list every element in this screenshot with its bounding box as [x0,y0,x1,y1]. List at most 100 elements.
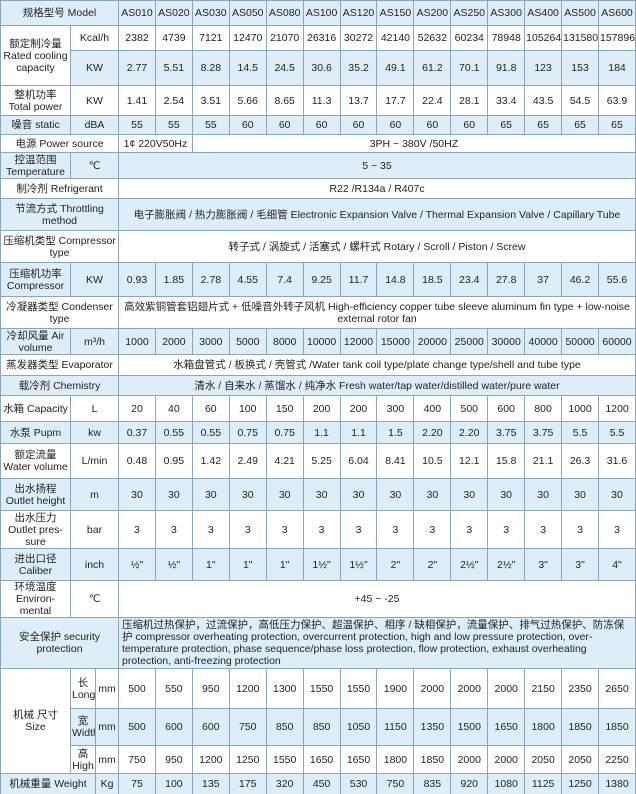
value-cell: 63.9 [598,85,636,116]
value-cell: 1850 [598,708,636,746]
table-row: 压缩机类型 Compressor type 转子式 / 涡旋式 / 活塞式 / 螺… [0,230,636,263]
row-label: 机械重量 Weight [0,773,96,794]
table-row: 冷凝器类型 Condenser type 高效紫铜管套铝翅片式 + 低噪音外转子风… [0,296,636,329]
value-cell: 600 [154,708,193,746]
value-cell: 300 [376,395,415,422]
value-cell: 11.7 [339,262,378,297]
value-cell: 5.5 [598,421,636,444]
value-cell: 3" [524,548,563,581]
value-cell: 200 [339,395,378,422]
value-cell: 24.5 [265,50,304,86]
value-cell: 5.25 [302,443,341,479]
value-cell: 0.55 [154,421,193,444]
unit-cell: L/min [69,443,120,479]
value-cell: 800 [524,395,563,422]
value-cell: 400 [413,395,452,422]
model-header-cell: AS250 [450,0,489,26]
value-cell: 42140 [376,25,415,51]
value-cell: 1380 [598,773,636,794]
value-cell: 35.2 [339,50,378,86]
value-cell: 9.25 [302,262,341,297]
row-label: 电源 Power source [0,134,120,153]
value-cell: 1125 [524,773,563,794]
value-cell: 530 [339,773,378,794]
value-cell: 30272 [339,25,378,51]
unit-cell: m³/h [69,328,120,355]
value-cell: 920 [450,773,489,794]
value-cell: 60 [228,115,267,135]
value-cell: 30 [228,478,267,511]
row-label: 载冷剂 Chemistry [0,375,120,396]
value-cell: 70.1 [450,50,489,86]
table-row: 噪音 static dBA 55 55 55 60 60 60 60 60 60 60 65 65 65 65 [0,115,636,135]
table-row: 控温范围 Temperature ℃ 5 ~ 35 [0,152,636,179]
value-cell: 1500 [450,708,489,746]
value-cell: 14.5 [228,50,267,86]
value-cell: 1150 [376,708,415,746]
value-cell: 高效紫铜管套铝翅片式 + 低噪音外转子风机 High-efficiency co… [118,296,636,329]
value-cell: 65 [598,115,636,135]
value-cell: 1550 [302,668,341,709]
model-header-cell: AS080 [265,0,304,26]
table-row: 电源 Power source 1¢ 220V50Hz 3PH ~ 380V /50… [0,134,636,153]
row-label: 额定流量 Water volume [0,443,71,479]
value-cell: 52632 [413,25,452,51]
table-row: 安全保护 security protection 压缩机过热保护，过流保护，高低压… [0,617,636,669]
row-label: 水箱 Capacity [0,395,71,422]
value-cell: 3 [228,510,267,549]
value-cell: 65 [561,115,599,135]
value-cell: 压缩机过热保护，过流保护，高低压力保护、超温保护、相序 / 缺相保护，流量保护、… [118,617,636,669]
unit-cell: dBA [69,115,120,135]
size-sub-label: 宽 Width [70,708,96,746]
value-cell: 2000 [154,328,193,355]
value-cell: 30 [450,478,489,511]
model-header: 规格型号 Model [0,0,120,26]
table-row: 载冷剂 Chemistry 清水 / 自来水 / 蒸馏水 / 纯净水 Fresh … [0,375,636,396]
value-cell: 0.95 [154,443,193,479]
value-cell: 7121 [191,25,230,51]
value-cell: 4" [598,548,636,581]
value-cell: 3.75 [487,421,526,444]
value-cell: 1" [191,548,230,581]
value-cell: 135 [191,773,230,794]
value-cell: 转子式 / 涡旋式 / 活塞式 / 螺杆式 Rotary / Scroll / … [118,230,636,263]
value-cell: 200 [302,395,341,422]
value-cell: 320 [265,773,304,794]
value-cell: 2" [376,548,415,581]
value-cell: 105264 [524,25,563,51]
row-label: 水泵 Pupm [0,421,71,444]
value-cell: 600 [487,395,526,422]
value-cell: 水箱盘管式 / 板换式 / 壳管式 /Water tank coil type/… [118,354,636,376]
value-cell: 30 [118,478,156,511]
unit-cell: KW [69,262,120,297]
value-cell: 835 [413,773,452,794]
value-cell: 850 [302,708,341,746]
value-cell: 40 [154,395,193,422]
value-cell: 3 [191,510,230,549]
unit-cell: kw [69,421,120,444]
table-row: 水泵 Pupm kw 0.37 0.55 0.55 0.75 0.75 1.1 1.1 1.5 2.… [0,421,636,444]
value-cell: 30 [265,478,304,511]
value-cell: 750 [228,708,267,746]
table-row: 额定流量 Water volume L/min 0.48 0.95 1.42 2.49 4.… [0,443,636,479]
value-cell: 60000 [598,328,636,355]
value-cell: 27.8 [487,262,526,297]
value-cell: 750 [118,745,156,774]
value-cell: 1.1 [339,421,378,444]
value-cell: 75 [118,773,156,794]
value-cell: 37 [524,262,563,297]
value-cell: 3.75 [524,421,563,444]
unit-cell: mm [94,745,120,774]
value-cell: 1.85 [154,262,193,297]
model-header-cell: AS020 [154,0,193,26]
value-cell: 2.54 [154,85,193,116]
value-cell: 3 [265,510,304,549]
value-cell: +45 ~ -25 [118,580,636,618]
value-cell: 8.41 [376,443,415,479]
value-cell: 3 [561,510,599,549]
row-label: 安全保护 security protection [0,617,120,669]
unit-cell: KW [69,85,120,116]
unit-cell: KW [69,50,120,86]
model-header-cell: AS600 [598,0,636,26]
